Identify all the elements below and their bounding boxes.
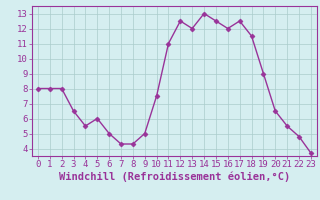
X-axis label: Windchill (Refroidissement éolien,°C): Windchill (Refroidissement éolien,°C): [59, 172, 290, 182]
